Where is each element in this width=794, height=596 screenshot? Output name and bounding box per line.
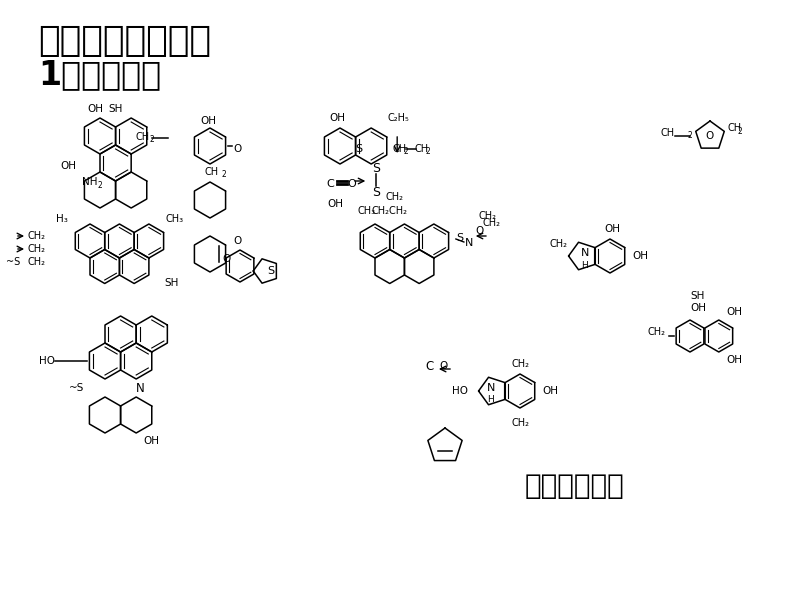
- Text: SH: SH: [690, 291, 704, 301]
- Text: 2: 2: [403, 147, 408, 156]
- Text: C₂H₅: C₂H₅: [387, 113, 409, 123]
- Text: CH: CH: [392, 144, 407, 154]
- Text: CH: CH: [205, 167, 219, 177]
- Text: S: S: [268, 266, 275, 276]
- Text: OH: OH: [87, 104, 103, 114]
- Text: CH₃: CH₃: [357, 206, 376, 216]
- Text: H₃: H₃: [56, 214, 68, 224]
- Text: OH: OH: [690, 303, 706, 313]
- Text: N: N: [136, 381, 145, 395]
- Text: 煤的结构模型: 煤的结构模型: [525, 472, 625, 500]
- Text: CH₂: CH₂: [648, 327, 666, 337]
- Text: CH₂: CH₂: [28, 244, 46, 254]
- Text: 2: 2: [97, 181, 102, 190]
- Text: SH: SH: [164, 278, 179, 288]
- Text: CH₂: CH₂: [511, 418, 529, 428]
- Text: S: S: [456, 233, 463, 243]
- Text: OH: OH: [727, 355, 743, 365]
- Text: 一、煤的综合利用: 一、煤的综合利用: [38, 24, 211, 58]
- Text: CH₂: CH₂: [549, 239, 567, 249]
- Text: NH: NH: [82, 177, 98, 187]
- Text: CH₂: CH₂: [28, 257, 46, 267]
- Text: O: O: [706, 131, 714, 141]
- Text: O: O: [347, 179, 356, 189]
- Text: ~S: ~S: [68, 383, 84, 393]
- Text: OH: OH: [200, 116, 216, 126]
- Text: H: H: [488, 396, 495, 405]
- Text: ~S: ~S: [6, 257, 20, 267]
- Text: C: C: [426, 359, 434, 372]
- Text: CH₂: CH₂: [511, 359, 529, 369]
- Text: 2: 2: [687, 131, 692, 139]
- Text: 2: 2: [149, 135, 154, 144]
- Text: S: S: [372, 163, 380, 175]
- Text: CH₃: CH₃: [166, 214, 184, 224]
- Text: CH: CH: [414, 144, 428, 154]
- Text: S: S: [355, 144, 362, 154]
- Text: CH₂CH₂: CH₂CH₂: [372, 206, 408, 216]
- Text: SH: SH: [109, 104, 123, 114]
- Text: N: N: [465, 238, 473, 248]
- Text: CH₂: CH₂: [483, 218, 501, 228]
- Text: O: O: [475, 226, 483, 236]
- Text: O: O: [234, 236, 242, 246]
- Text: 1、煤的组成: 1、煤的组成: [38, 58, 161, 91]
- Text: O: O: [233, 144, 241, 154]
- Text: OH: OH: [327, 199, 343, 209]
- Text: OH: OH: [60, 161, 76, 171]
- Text: CH₂: CH₂: [28, 231, 46, 241]
- Text: C: C: [326, 179, 333, 189]
- Text: CH₂: CH₂: [479, 211, 497, 221]
- Text: 2: 2: [222, 170, 227, 179]
- Text: HO: HO: [39, 356, 55, 366]
- Text: N: N: [487, 383, 495, 393]
- Text: H: H: [582, 260, 588, 269]
- Text: N: N: [581, 248, 589, 258]
- Text: 2: 2: [738, 126, 742, 135]
- Text: O: O: [222, 254, 230, 264]
- Text: HO: HO: [452, 386, 468, 396]
- Text: OH: OH: [542, 386, 558, 396]
- Text: OH: OH: [604, 224, 620, 234]
- Text: CH: CH: [661, 128, 675, 138]
- Text: OH: OH: [144, 436, 160, 446]
- Text: OH: OH: [329, 113, 345, 123]
- Text: CH: CH: [136, 132, 150, 142]
- Text: 2: 2: [425, 147, 430, 156]
- Text: OH: OH: [727, 307, 743, 317]
- Text: OH: OH: [632, 251, 648, 261]
- Text: O: O: [440, 361, 448, 371]
- Text: S: S: [372, 185, 380, 198]
- Text: CH: CH: [727, 123, 741, 133]
- Text: CH₂: CH₂: [386, 192, 403, 202]
